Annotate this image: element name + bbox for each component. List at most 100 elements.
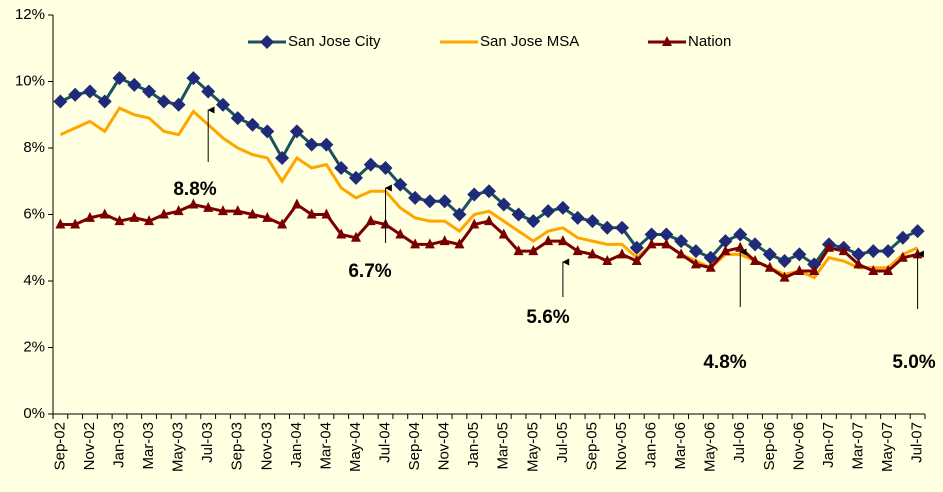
point (853, 258, 864, 269)
x-tick-label: Jan-05 (465, 422, 482, 468)
y-tick-label: 4% (23, 272, 45, 289)
point (511, 207, 526, 222)
x-tick-label: May-04 (347, 422, 364, 472)
point (260, 124, 275, 139)
x-tick-label: Nov-02 (81, 422, 98, 470)
point (467, 187, 482, 202)
legend-label: San Jose City (288, 33, 381, 50)
point (644, 227, 659, 242)
point (306, 208, 317, 219)
point (158, 208, 169, 219)
point (661, 238, 672, 249)
point (55, 218, 66, 229)
x-tick-label: Sep-05 (583, 422, 600, 470)
point (452, 207, 467, 222)
point (142, 84, 157, 99)
point (543, 235, 554, 246)
point (482, 184, 496, 199)
point (617, 248, 628, 259)
point (247, 208, 258, 219)
point (851, 247, 866, 262)
point (897, 251, 908, 262)
point (82, 84, 97, 99)
x-tick-label: May-07 (879, 422, 896, 472)
point (895, 230, 910, 245)
point (587, 248, 598, 259)
x-tick-label: Jan-04 (288, 422, 305, 468)
point (186, 71, 201, 86)
x-tick-label: Nov-05 (613, 422, 630, 470)
point (794, 265, 805, 276)
x-tick-label: Nov-04 (436, 422, 453, 470)
point (762, 247, 777, 262)
point (201, 84, 216, 99)
point (232, 205, 243, 216)
x-tick-label: Sep-06 (761, 422, 778, 470)
point (99, 208, 110, 219)
legend-marker (662, 36, 672, 46)
legend-marker (260, 35, 274, 49)
point (84, 211, 95, 222)
point (688, 244, 703, 259)
point (910, 224, 925, 239)
point (363, 157, 378, 172)
point (321, 208, 332, 219)
point (496, 197, 511, 212)
point (866, 244, 881, 259)
point (203, 201, 214, 212)
point (393, 177, 408, 192)
point (676, 248, 687, 259)
point (129, 211, 140, 222)
point (779, 271, 790, 282)
point (674, 234, 689, 249)
point (646, 238, 657, 249)
point (764, 261, 775, 272)
point (557, 235, 568, 246)
point (570, 210, 585, 225)
point (144, 215, 155, 226)
x-tick-label: Nov-06 (790, 422, 807, 470)
point (127, 77, 142, 92)
point (602, 255, 613, 266)
x-tick-label: Mar-07 (849, 422, 866, 470)
point (410, 238, 421, 249)
point (484, 215, 494, 226)
point (408, 190, 423, 205)
y-tick-label: 12% (15, 6, 45, 23)
point (217, 205, 228, 216)
point (215, 97, 230, 112)
y-tick-label: 6% (23, 205, 45, 222)
point (230, 111, 245, 126)
x-tick-label: May-05 (524, 422, 541, 472)
point (68, 87, 83, 102)
point (454, 238, 465, 249)
y-tick-label: 0% (23, 405, 45, 422)
point (348, 170, 363, 185)
point (112, 71, 127, 86)
x-tick-label: Jul-05 (554, 422, 571, 463)
point (807, 257, 822, 272)
annotation: 5.0% (892, 352, 935, 373)
point (262, 211, 273, 222)
point (439, 235, 450, 246)
point (526, 214, 541, 229)
x-tick-label: Jan-03 (110, 422, 127, 468)
annotation: 4.8% (703, 352, 746, 373)
point (528, 245, 539, 256)
x-tick-label: May-06 (702, 422, 719, 472)
legend-label: San Jose MSA (480, 33, 579, 50)
point (792, 247, 807, 262)
point (304, 137, 319, 152)
point (838, 245, 849, 256)
point (735, 241, 746, 252)
point (289, 124, 304, 139)
x-tick-label: Mar-05 (495, 422, 512, 470)
point (498, 228, 509, 239)
point (585, 214, 600, 229)
point (350, 231, 361, 242)
point (424, 238, 435, 249)
point (114, 215, 125, 226)
point (555, 200, 570, 215)
annotation: 5.6% (526, 307, 569, 328)
point (823, 241, 834, 252)
